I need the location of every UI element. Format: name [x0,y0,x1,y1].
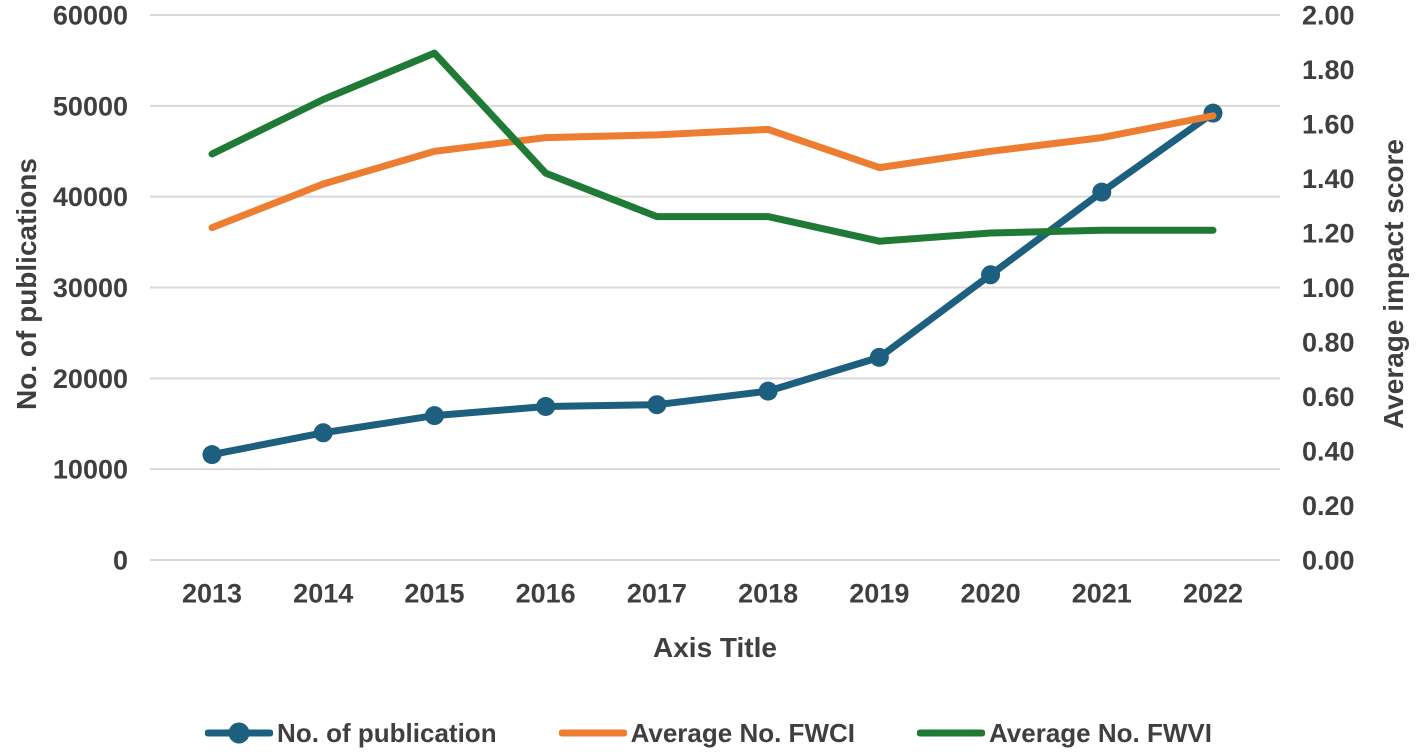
legend-marker [228,722,250,744]
x-axis-tick-label: 2020 [961,578,1021,608]
x-axis-title: Axis Title [653,632,777,663]
legend-item: Average No. FWVI [916,717,1212,749]
data-point-marker [424,406,444,426]
chart-legend: No. of publication Average No. FWCI Averag… [0,710,1417,756]
data-point-marker [647,395,667,415]
y-axis-right-tick-label: 2.00 [1302,0,1355,30]
y-axis-right-tick-label: 1.60 [1302,109,1355,139]
legend-item: Average No. FWCI [558,717,855,749]
y-axis-right-tick-label: 0.40 [1302,436,1355,466]
series-line [208,112,1217,232]
y-axis-right-tick-label: 0.20 [1302,491,1355,521]
y-axis-right-tick-label: 1.00 [1302,273,1355,303]
legend-swatch [916,729,985,737]
y-axis-right-tick-label: 1.20 [1302,218,1355,248]
data-point-marker [758,381,778,401]
legend-label: Average No. FWCI [630,717,855,748]
x-axis-tick-label: 2019 [849,578,909,608]
legend-swatch [558,729,627,737]
x-axis-tick-label: 2014 [293,578,353,608]
x-axis-tick-label: 2022 [1183,578,1243,608]
y-axis-left-tick-label: 50000 [53,91,128,121]
data-point-marker [536,397,556,416]
data-point-marker [202,445,222,465]
legend-label: Average No. FWVI [988,717,1212,748]
x-axis-tick-label: 2021 [1072,578,1132,608]
y-axis-left-tick-label: 10000 [53,455,128,485]
y-axis-left-tick-label: 40000 [53,182,128,212]
data-point-marker [1092,182,1112,202]
legend-label: No. of publication [277,717,497,748]
data-point-marker [981,265,1001,285]
x-axis-tick-label: 2018 [738,578,798,608]
y-axis-right-tick-label: 0.00 [1302,545,1355,575]
y-axis-left-tick-label: 0 [113,545,128,575]
y-axis-right-tick-label: 1.40 [1302,164,1355,194]
x-axis-tick-label: 2017 [627,578,687,608]
y-axis-left-tick-label: 20000 [53,364,128,394]
x-axis-tick-label: 2013 [182,578,242,608]
series-line [208,109,1217,459]
y-axis-left-tick-label: 30000 [53,273,128,303]
legend-swatch [205,722,274,744]
legend-item: No. of publication [205,718,497,749]
data-point-marker [869,347,889,367]
data-point-marker [313,423,333,443]
x-axis-tick-label: 2015 [404,578,464,608]
y-axis-right-tick-label: 0.60 [1302,382,1355,412]
y-axis-left-tick-label: 60000 [53,0,128,30]
series-line [208,49,1217,245]
y-axis-right-tick-label: 1.80 [1302,55,1355,85]
x-axis-tick-label: 2016 [516,578,576,608]
chart-canvas: 0 10000 20000 30000 40000 50000 60000 0.00 0.20 0… [53,0,1355,608]
y-axis-right-tick-label: 0.80 [1302,327,1355,357]
